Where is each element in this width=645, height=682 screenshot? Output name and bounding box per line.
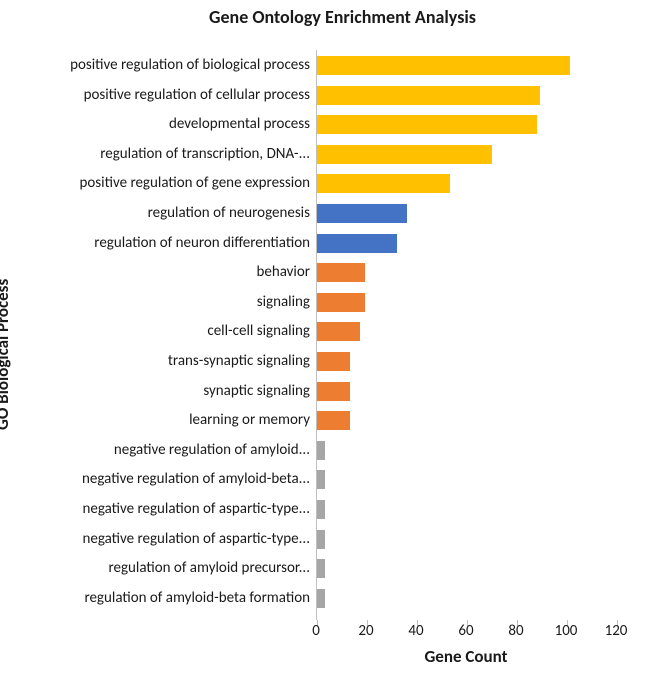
bar [317, 174, 450, 193]
bar [317, 441, 325, 460]
y-tick-label: negative regulation of aspartic-type... [0, 500, 310, 519]
x-tick-label: 80 [508, 622, 523, 640]
x-tick-label: 120 [605, 622, 628, 640]
y-tick-label: synaptic signaling [0, 382, 310, 401]
bar [317, 263, 365, 282]
y-tick-label: positive regulation of cellular process [0, 86, 310, 105]
y-tick-label: regulation of amyloid-beta formation [0, 589, 310, 608]
y-tick-label: learning or memory [0, 411, 310, 430]
y-tick-label: behavior [0, 263, 310, 282]
bar [317, 204, 407, 223]
y-tick-label: negative regulation of aspartic-type... [0, 530, 310, 549]
x-tick-label: 20 [358, 622, 373, 640]
bar [317, 500, 325, 519]
bar [317, 115, 537, 134]
y-tick-labels: positive regulation of biological proces… [0, 56, 310, 608]
bar [317, 382, 350, 401]
x-tick-label: 60 [458, 622, 473, 640]
bar [317, 293, 365, 312]
y-tick-label: positive regulation of gene expression [0, 174, 310, 193]
y-tick-label: developmental process [0, 115, 310, 134]
x-tick-label: 40 [408, 622, 423, 640]
chart-container: Gene Ontology Enrichment Analysis GO Bio… [0, 0, 645, 682]
x-axis-title: Gene Count [316, 646, 616, 667]
x-tick-label: 0 [312, 622, 320, 640]
bar [317, 530, 325, 549]
y-tick-label: regulation of neuron differentiation [0, 234, 310, 253]
y-tick-label: cell-cell signaling [0, 322, 310, 341]
bar [317, 559, 325, 578]
y-tick-label: regulation of transcription, DNA-... [0, 145, 310, 164]
bar [317, 145, 492, 164]
y-tick-label: trans-synaptic signaling [0, 352, 310, 371]
bar [317, 411, 350, 430]
y-tick-label: positive regulation of biological proces… [0, 56, 310, 75]
bar [317, 352, 350, 371]
y-tick-label: negative regulation of amyloid... [0, 441, 310, 460]
y-tick-label: regulation of amyloid precursor... [0, 559, 310, 578]
bars-group [317, 56, 617, 608]
bar [317, 470, 325, 489]
x-tick-label: 100 [555, 622, 578, 640]
plot-area [316, 50, 617, 620]
bar [317, 322, 360, 341]
chart-title: Gene Ontology Enrichment Analysis [0, 0, 645, 28]
y-tick-label: signaling [0, 293, 310, 312]
bar [317, 56, 570, 75]
bar [317, 86, 540, 105]
y-tick-label: regulation of neurogenesis [0, 204, 310, 223]
bar [317, 589, 325, 608]
y-tick-label: negative regulation of amyloid-beta... [0, 470, 310, 489]
bar [317, 234, 397, 253]
